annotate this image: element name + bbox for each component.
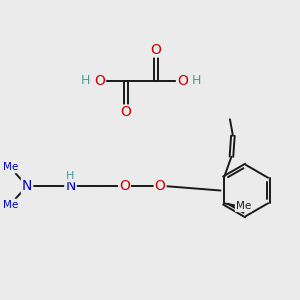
Text: O: O (119, 179, 130, 193)
Text: Me: Me (4, 200, 19, 210)
Text: N: N (65, 179, 76, 193)
Text: N: N (22, 179, 32, 193)
Text: O: O (177, 74, 188, 88)
Text: H: H (192, 74, 201, 88)
Text: Me: Me (236, 201, 251, 211)
Text: H: H (81, 74, 90, 88)
Text: O: O (151, 43, 161, 56)
Text: H: H (66, 171, 75, 182)
Text: O: O (121, 106, 131, 119)
Text: O: O (155, 179, 166, 193)
Text: O: O (94, 74, 105, 88)
Text: Me: Me (4, 162, 19, 172)
